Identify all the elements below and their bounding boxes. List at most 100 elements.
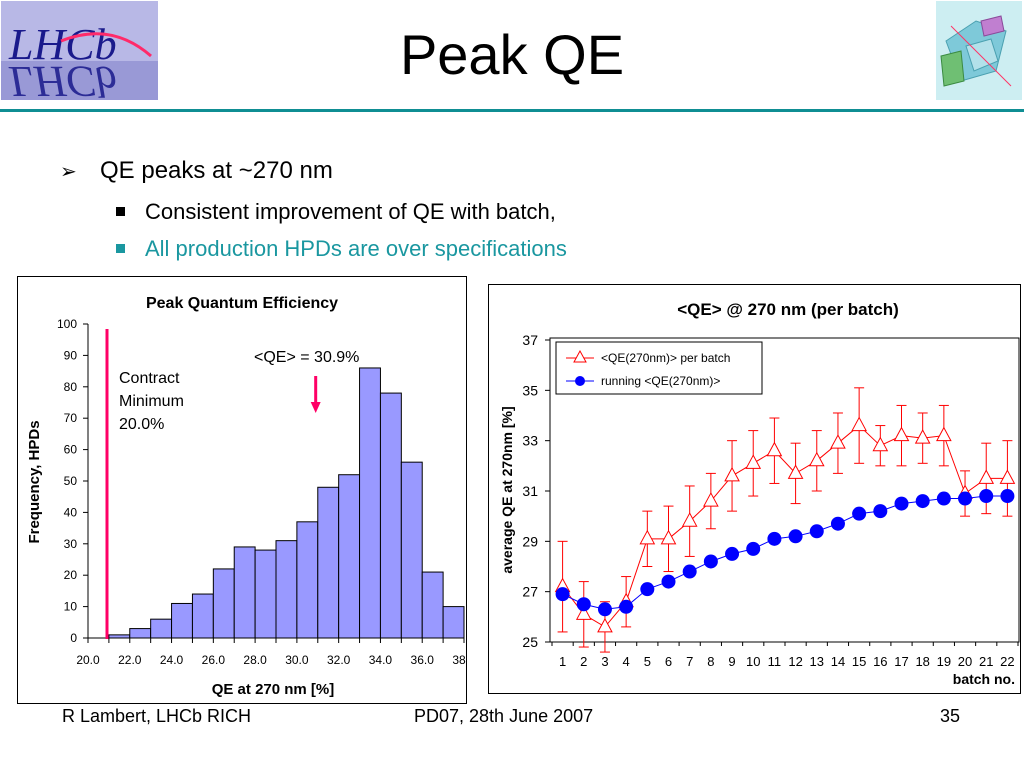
line-chart-legend: <QE(270nm)> per batch running <QE(270nm)> [555, 341, 763, 395]
histogram-annotations: Contract Minimum 20.0% <QE> = 30.9% [105, 329, 359, 639]
histogram-y-tick-label: 60 [64, 443, 78, 457]
per-batch-point [660, 529, 677, 545]
running-mean-point [788, 529, 803, 544]
line-x-tick-label: 15 [852, 654, 866, 669]
per-batch-point [999, 469, 1016, 484]
line-x-tick-label: 10 [746, 654, 760, 669]
sub-bullet-1-text: Consistent improvement of QE with batch, [145, 199, 556, 224]
running-mean-point [661, 574, 676, 589]
line-chart-x-label: batch no. [953, 671, 1015, 687]
line-x-tick-label: 14 [831, 654, 845, 669]
square-bullet-icon [116, 206, 125, 216]
histogram-title: Peak Quantum Efficiency [146, 295, 338, 312]
line-chart-y-ticks: 25 27 29 31 33 35 37 [522, 332, 550, 650]
histogram-x-tick-label: 30.0 [285, 653, 309, 667]
lhcb-logo: LHCb LHCb [1, 1, 158, 106]
running-mean-point [958, 491, 973, 506]
running-mean-point [576, 597, 591, 612]
per-batch-line [562, 424, 1008, 628]
running-mean-point [746, 541, 761, 556]
histogram-y-label: Frequency, HPDs [26, 420, 43, 543]
per-batch-point [808, 451, 825, 467]
lhcb-logo-reflection: LHCb [8, 57, 117, 100]
line-x-tick-label: 6 [665, 654, 672, 669]
title-divider [0, 109, 1024, 112]
contract-minimum-label: Contract [119, 370, 180, 387]
line-x-tick-label: 19 [937, 654, 951, 669]
line-x-tick-label: 11 [768, 654, 782, 669]
per-batch-point [639, 529, 656, 545]
histogram-y-tick-label: 30 [64, 537, 78, 551]
histogram-y-tick-label: 40 [64, 505, 78, 519]
histogram-x-tick-label: 20.0 [76, 653, 100, 667]
histogram-x-tick-label: 24.0 [160, 653, 184, 667]
line-chart-title: <QE> @ 270 nm (per batch) [677, 300, 899, 319]
histogram-bar [129, 628, 152, 639]
running-mean-point [725, 546, 740, 561]
running-mean-point [936, 491, 951, 506]
detector-graphic [936, 1, 1022, 100]
histogram-x-tick-label: 22.0 [118, 653, 142, 667]
footer-page-number: 35 [940, 706, 961, 726]
line-y-tick-label: 29 [522, 533, 538, 549]
running-mean-point [1000, 489, 1015, 504]
running-mean-point [873, 504, 888, 519]
running-mean-point [682, 564, 697, 579]
square-bullet-icon [116, 243, 125, 253]
line-y-tick-label: 31 [522, 483, 538, 499]
per-batch-point [830, 434, 846, 449]
histogram-bar [191, 593, 214, 639]
legend-running-label: running <QE(270nm)> [601, 374, 720, 388]
line-x-tick-label: 20 [958, 654, 972, 669]
running-mean-point [979, 489, 994, 504]
running-mean-point [915, 494, 930, 509]
footer-author: R Lambert, LHCb RICH [62, 706, 252, 726]
legend-box [555, 341, 763, 395]
mean-qe-label: <QE> = 30.9% [254, 349, 359, 366]
histogram-x-tick-label: 28.0 [243, 653, 267, 667]
per-batch-point [575, 605, 592, 620]
line-x-tick-label: 9 [728, 654, 735, 669]
histogram-y-tick-label: 100 [57, 317, 77, 331]
sub-bullet-2-text: All production HPDs are over specificati… [145, 236, 567, 261]
line-x-tick-label: 2 [580, 654, 587, 669]
per-batch-point [681, 512, 698, 527]
line-y-tick-label: 35 [522, 382, 538, 398]
running-mean-point [809, 524, 824, 539]
histogram-x-tick-label: 32.0 [327, 653, 351, 667]
histogram-y-ticks: 0 10 20 30 40 50 60 70 80 90 100 [57, 317, 88, 645]
histogram-y-tick-label: 80 [64, 380, 78, 394]
batch-line-chart: <QE> @ 270 nm (per batch) 25272931333537… [488, 284, 1021, 694]
running-mean-line [562, 495, 1008, 610]
per-batch-point [978, 469, 995, 484]
histogram-x-ticks: 20.0 22.0 24.0 26.0 28.0 30.0 32.0 34.0 36.0 38.0 [76, 638, 467, 667]
slide-title: Peak QE [399, 23, 625, 86]
histogram-y-tick-label: 90 [64, 348, 78, 362]
running-mean-point [555, 587, 570, 602]
sub-bullet-1: Consistent improvement of QE with batch, [116, 199, 556, 225]
line-x-tick-label: 22 [1000, 654, 1014, 669]
histogram-bar [442, 606, 465, 639]
per-batch-point [597, 617, 613, 633]
histogram-y-tick-label: 10 [64, 600, 78, 614]
line-x-tick-label: 17 [894, 654, 908, 669]
sub-bullet-2: All production HPDs are over specificati… [116, 236, 567, 262]
histogram-x-tick-label: 34.0 [369, 653, 393, 667]
line-x-tick-label: 18 [915, 654, 929, 669]
histogram-bar [421, 571, 444, 639]
contract-minimum-label: Minimum [119, 393, 184, 410]
line-y-tick-label: 27 [522, 584, 538, 600]
line-x-tick-label: 4 [623, 654, 630, 669]
histogram-chart: Peak Quantum Efficiency 0 10 20 30 40 50 60 70 8… [17, 276, 467, 704]
running-mean-point [619, 599, 634, 614]
running-mean-point [640, 582, 655, 597]
line-x-tick-label: 13 [810, 654, 824, 669]
histogram-y-tick-label: 50 [64, 474, 78, 488]
line-y-tick-label: 37 [522, 332, 538, 348]
per-batch-point [893, 426, 910, 442]
arrow-bullet-icon: ➢ [60, 161, 77, 183]
histogram-bar [379, 392, 402, 639]
histogram-y-tick-label: 20 [64, 568, 78, 582]
histogram-bar [275, 540, 298, 639]
per-batch-point [872, 436, 889, 452]
